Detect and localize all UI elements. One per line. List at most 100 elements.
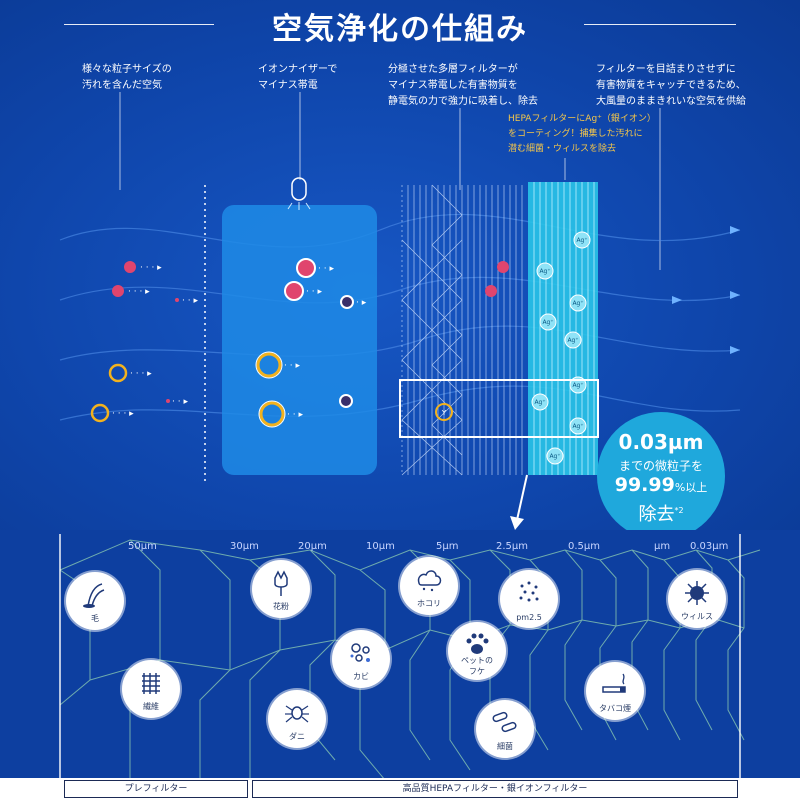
step4-description: フィルターを目詰まりさせずに 有害物質をキャッチできるため、 大風量のままきれい…	[596, 64, 746, 107]
ion-spark-icon	[287, 202, 311, 210]
size-label-30: 30µm	[230, 541, 259, 552]
title-rule-left	[64, 24, 214, 25]
size-label-partial: µm	[654, 541, 671, 552]
badge-percent: 99.99	[614, 474, 675, 496]
airflow-arrowheads	[672, 226, 740, 354]
size-label-10: 10µm	[366, 541, 395, 552]
ion-label: Ag⁺	[549, 453, 560, 460]
svg-text:· · ▸: · · ▸	[287, 410, 303, 420]
fiber-mesh-icon	[142, 673, 160, 694]
hair-icon	[83, 583, 105, 608]
leader-lines	[119, 92, 661, 270]
trapped-particles	[485, 261, 509, 297]
pollutant-label: タバコ煙	[599, 704, 631, 713]
svg-text:· · ▸: · · ▸	[306, 287, 322, 297]
dust-icon	[417, 570, 442, 592]
badge-percent-line: 99.99%以上	[597, 474, 725, 496]
pollutant-label: pm2.5	[516, 613, 542, 622]
ionizer-chamber	[222, 205, 377, 475]
badge-line3: 除去*2	[597, 500, 725, 526]
pm25-dots-icon	[519, 581, 539, 602]
removal-rate-badge: 0.03µm までの微粒子を 99.99%以上 除去*2	[597, 412, 725, 540]
motion-dots: · · · ▸ · · · ▸ · · ▸ · · · ▸ · · · ▸ · …	[112, 263, 198, 419]
filter-mesh	[59, 534, 761, 800]
process-illustration: · · · ▸ · · · ▸ · · ▸ · · · ▸ · · · ▸ · …	[59, 92, 741, 530]
ion-label: Ag⁺	[539, 268, 550, 275]
pollutant-label: ホコリ	[417, 599, 441, 608]
pollutant-smoke: タバコ煙	[586, 662, 644, 720]
title-rule-right	[584, 24, 736, 25]
svg-text:· · ▸: · · ▸	[172, 397, 188, 407]
charged-motion-dots: · · ▸ · · ▸ · ▸ · · ▸ · · ▸	[284, 264, 367, 420]
pollutant-pollen: 花粉	[252, 560, 310, 618]
step3-description: 分極させた多層フィルターが マイナス帯電した有害物質を 静電気の力で強力に吸着し…	[388, 64, 538, 107]
mite-icon	[285, 705, 309, 723]
size-label-50: 50µm	[128, 541, 157, 552]
pollutant-label: 毛	[91, 614, 99, 623]
zoom-arrow-line	[516, 474, 528, 521]
purification-process-panel: 空気浄化の仕組み 様々な粒子サイズの 汚れを含んだ空気 イオンナイザーで マイナ…	[0, 0, 800, 540]
prefilter-label: プレフィルター	[64, 780, 248, 798]
pollutant-label: カビ	[353, 672, 369, 681]
badge-footnote: *2	[674, 506, 684, 515]
badge-removal: 除去	[638, 504, 675, 525]
multilayer-filter	[401, 184, 523, 476]
pollutant-label: ウィルス	[681, 612, 713, 621]
badge-size: 0.03µm	[618, 430, 704, 454]
svg-text:· · · ▸: · · · ▸	[130, 369, 152, 379]
charged-particles	[255, 258, 354, 428]
pollutant-label: 花粉	[273, 602, 289, 611]
pollutant-dust: ホコリ	[400, 557, 458, 615]
size-label-0-5: 0.5µm	[568, 541, 601, 552]
pollutant-bacteria: 細菌	[476, 700, 534, 758]
page-title: 空気浄化の仕組み	[272, 12, 528, 47]
step1-description: 様々な粒子サイズの 汚れを含んだ空気	[82, 64, 172, 91]
virus-icon	[685, 581, 709, 605]
pollutant-pm25: pm2.5	[500, 570, 558, 628]
ion-label: Ag⁺	[567, 337, 578, 344]
svg-text:· ▸: · ▸	[356, 298, 367, 308]
svg-text:· · ▸: · · ▸	[182, 296, 198, 306]
svg-text:· · · ▸: · · · ▸	[112, 409, 134, 419]
hepa-description: HEPAフィルターにAg⁺（銀イオン） をコーティング！捕集した汚れに 潜む細菌…	[508, 114, 656, 154]
ion-label: Ag⁺	[542, 319, 553, 326]
ion-label: Ag⁺	[534, 399, 545, 406]
captured-particle-label: Y	[441, 409, 447, 417]
step2-description: イオンナイザーで マイナス帯電	[258, 64, 338, 91]
silver-ion-labels: Ag⁺ Ag⁺ Ag⁺ Ag⁺ Ag⁺ Ag⁺ Ag⁺ Ag⁺ Ag⁺	[534, 237, 587, 460]
svg-text:· · · ▸: · · · ▸	[140, 263, 162, 273]
pet-paw-icon	[466, 633, 489, 654]
pollutant-label: ペットの フケ	[461, 656, 493, 676]
pollutant-mold: カビ	[332, 630, 390, 688]
svg-text:· · ▸: · · ▸	[284, 361, 300, 371]
size-label-0-03: 0.03µm	[690, 541, 729, 552]
ion-label: Ag⁺	[572, 423, 583, 430]
cigarette-icon	[602, 673, 626, 693]
silver-ion-markers	[531, 231, 591, 465]
svg-text:· · · ▸: · · · ▸	[128, 287, 150, 297]
pollutant-label: ダニ	[289, 732, 305, 741]
ion-label: Ag⁺	[572, 382, 583, 389]
pollutant-mite: ダニ	[268, 690, 326, 748]
pollutant-fiber: 繊維	[122, 660, 180, 718]
particle-size-chart: 50µm 30µm 20µm 10µm 5µm 2.5µm 0.5µm µm 0…	[0, 530, 800, 800]
size-label-20: 20µm	[298, 541, 327, 552]
captured-particle	[435, 403, 453, 421]
pollutant-pet-dander: ペットの フケ	[448, 622, 506, 680]
ionizer-emitter-icon	[291, 177, 307, 201]
hepa-filter-label: 高品質HEPAフィルター・銀イオンフィルター	[252, 780, 738, 798]
ion-label: Ag⁺	[576, 237, 587, 244]
pollen-flower-icon	[274, 570, 288, 596]
zoom-arrow-head	[510, 516, 524, 530]
svg-text:· · ▸: · · ▸	[318, 264, 334, 274]
bacteria-icon	[492, 711, 517, 733]
hepa-filter	[528, 182, 598, 475]
size-label-2-5: 2.5µm	[496, 541, 529, 552]
pollutant-label: 繊維	[143, 702, 159, 711]
incoming-particles	[90, 261, 179, 423]
ion-label: Ag⁺	[572, 300, 583, 307]
pollutant-virus: ウィルス	[668, 570, 726, 628]
filter-legend: プレフィルター 高品質HEPAフィルター・銀イオンフィルター	[0, 778, 800, 800]
badge-line1: までの微粒子を	[618, 459, 703, 473]
